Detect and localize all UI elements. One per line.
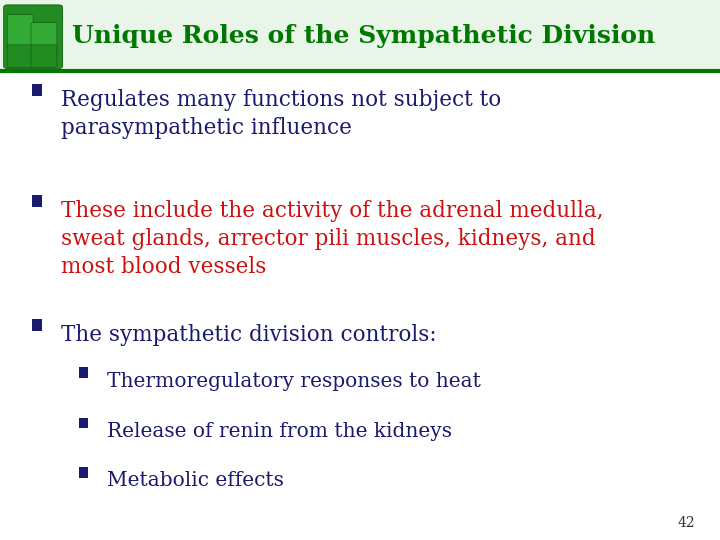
FancyBboxPatch shape	[79, 367, 88, 378]
Text: Thermoregulatory responses to heat: Thermoregulatory responses to heat	[107, 372, 480, 390]
Text: Unique Roles of the Sympathetic Division: Unique Roles of the Sympathetic Division	[72, 24, 655, 48]
FancyBboxPatch shape	[32, 84, 42, 96]
FancyBboxPatch shape	[7, 45, 33, 68]
FancyBboxPatch shape	[79, 418, 88, 429]
FancyBboxPatch shape	[31, 23, 57, 56]
Text: These include the activity of the adrenal medulla,
sweat glands, arrector pili m: These include the activity of the adrena…	[61, 200, 603, 278]
FancyBboxPatch shape	[4, 5, 63, 69]
Text: The sympathetic division controls:: The sympathetic division controls:	[61, 324, 437, 346]
FancyBboxPatch shape	[0, 0, 720, 71]
FancyBboxPatch shape	[7, 15, 33, 48]
Text: Metabolic effects: Metabolic effects	[107, 471, 284, 490]
FancyBboxPatch shape	[32, 319, 42, 331]
Text: 42: 42	[678, 516, 695, 530]
FancyBboxPatch shape	[32, 195, 42, 207]
Text: Release of renin from the kidneys: Release of renin from the kidneys	[107, 422, 451, 441]
Text: Regulates many functions not subject to
parasympathetic influence: Regulates many functions not subject to …	[61, 89, 501, 139]
FancyBboxPatch shape	[31, 45, 57, 68]
FancyBboxPatch shape	[79, 467, 88, 477]
